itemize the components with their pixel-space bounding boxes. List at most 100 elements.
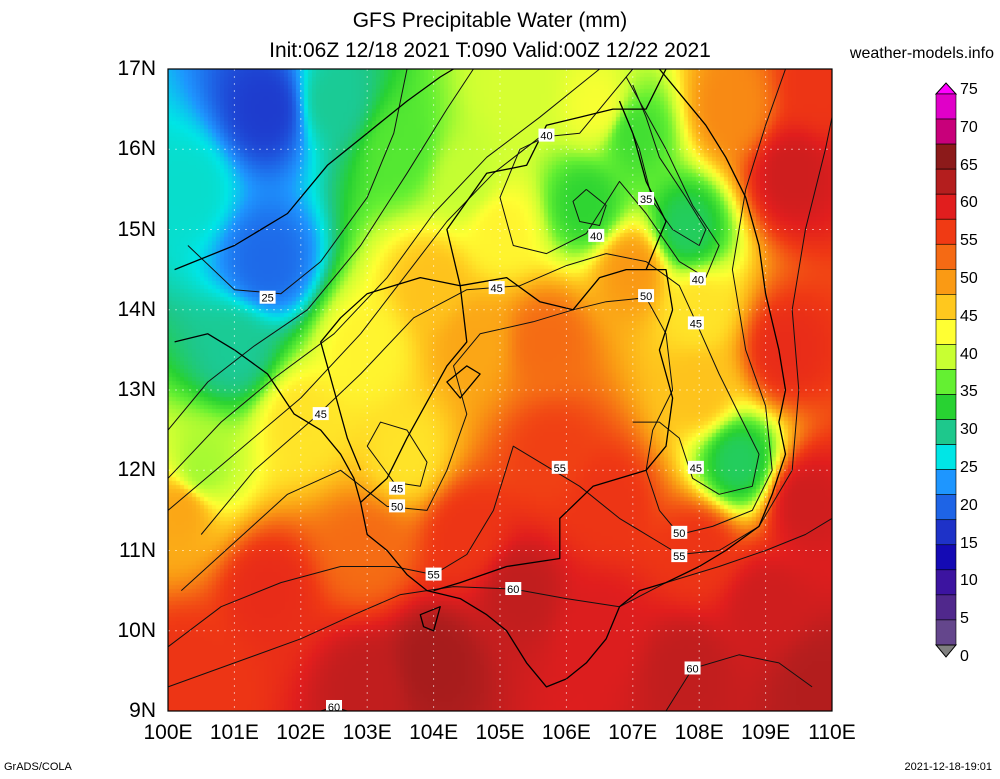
colorbar-swatch <box>935 369 957 395</box>
lon-label: 105E <box>475 721 525 744</box>
colorbar-swatch <box>935 594 957 621</box>
colorbar-label: 40 <box>960 345 978 363</box>
contour-line-25 <box>187 68 408 295</box>
lat-label: 15N <box>117 217 156 241</box>
contour-label-box <box>488 281 505 295</box>
contour-label-box <box>505 582 522 596</box>
lon-label: 102E <box>276 721 326 744</box>
lon-label: 106E <box>541 721 591 744</box>
colorbar-label: 65 <box>960 156 978 174</box>
contour-label-box <box>689 272 706 286</box>
footer-software: GrADS/COLA <box>4 761 72 773</box>
colorbar-min-arrow <box>935 644 957 658</box>
chart-title: GFS Precipitable Water (mm) <box>352 9 628 32</box>
lon-label: 110E <box>808 721 856 744</box>
contour-label-box <box>638 192 655 206</box>
contour-label: 40 <box>540 131 552 143</box>
chart-subtitle: Init:06Z 12/18 2021 T:090 Valid:00Z 12/2… <box>269 39 711 62</box>
contour-label-box <box>671 549 688 563</box>
contour-line-40 <box>499 76 720 279</box>
contour-label: 40 <box>590 231 602 243</box>
lat-label: 10N <box>117 618 156 642</box>
contour-label: 45 <box>391 484 403 496</box>
contour-label: 60 <box>686 663 698 675</box>
contour-line-60 <box>665 654 813 712</box>
colorbar-label: 60 <box>960 194 978 212</box>
colorbar-label: 30 <box>960 421 978 439</box>
contour-line-35 <box>167 68 600 479</box>
colorbar-swatch <box>935 243 957 270</box>
border-line <box>446 365 481 399</box>
lat-label: 17N <box>117 57 156 80</box>
contour-label: 45 <box>491 283 503 295</box>
lon-label: 104E <box>409 721 459 744</box>
lon-label: 101E <box>209 721 259 744</box>
colorbar-label: 75 <box>960 81 978 98</box>
contour-line-30 <box>167 68 474 431</box>
lat-label: 11N <box>119 538 156 562</box>
border-line <box>174 68 454 271</box>
contour-label-box <box>312 407 329 421</box>
lon-label: 107E <box>608 721 658 744</box>
map-frame <box>167 68 833 712</box>
contour-label: 25 <box>261 293 273 305</box>
colorbar <box>935 82 957 658</box>
lat-label: 9N <box>129 699 156 722</box>
colorbar-swatch <box>935 269 957 295</box>
colorbar-swatch <box>935 168 957 195</box>
contour-line-45 <box>366 421 428 487</box>
contour-label-box <box>389 481 406 495</box>
border-line <box>446 68 667 286</box>
contour-label-box <box>538 128 555 142</box>
border-line <box>320 276 468 503</box>
colorbar-swatch <box>935 218 957 245</box>
colorbar-swatch <box>935 143 957 170</box>
contour-label: 55 <box>554 463 566 475</box>
colorbar-label: 55 <box>960 232 978 250</box>
contour-label-box <box>638 289 655 303</box>
colorbar-label: 10 <box>960 572 978 590</box>
contour-label: 45 <box>315 409 327 421</box>
contour-label-box <box>687 316 704 330</box>
colorbar-swatch <box>935 569 957 596</box>
contour-label: 55 <box>427 570 439 582</box>
contour-label: 45 <box>690 463 702 475</box>
border-line <box>419 606 441 632</box>
contour-line-55 <box>167 117 833 648</box>
lon-label: 109E <box>741 721 791 744</box>
lat-label: 14N <box>117 297 156 321</box>
colorbar-max-arrow <box>935 82 957 95</box>
contour-label: 40 <box>692 274 704 286</box>
colorbar-swatch <box>935 193 957 220</box>
colorbar-swatch <box>935 93 957 120</box>
contour-label: 50 <box>391 501 403 513</box>
contour-label: 35 <box>640 194 652 206</box>
contour-line-40 <box>572 189 607 226</box>
lon-label: 103E <box>342 721 392 744</box>
colorbar-label: 20 <box>960 496 978 514</box>
border-line <box>174 68 787 688</box>
contour-label-box <box>259 290 276 304</box>
footer-timestamp: 2021-12-18-19:01 <box>904 761 992 773</box>
colorbar-swatch <box>935 294 957 320</box>
contour-label-box <box>326 699 342 713</box>
contour-label-box <box>684 661 701 675</box>
colorbar-label: 50 <box>960 269 978 287</box>
border-line <box>618 100 667 270</box>
colorbar-swatch <box>935 469 957 495</box>
contour-line-45 <box>200 253 760 535</box>
colorbar-label: 45 <box>960 307 978 325</box>
lat-label: 16N <box>117 137 156 161</box>
colorbar-label: 5 <box>960 610 969 628</box>
lon-label: 108E <box>674 721 724 744</box>
colorbar-label: 15 <box>960 534 978 552</box>
colorbar-swatch <box>935 118 957 145</box>
contour-label-box <box>588 228 605 242</box>
contour-label: 60 <box>507 584 519 596</box>
contour-label-box <box>551 460 568 474</box>
colorbar-swatch <box>935 519 957 546</box>
lon-label: 100E <box>143 721 193 744</box>
contour-label: 60 <box>328 702 340 714</box>
colorbar-label: 70 <box>960 118 978 136</box>
